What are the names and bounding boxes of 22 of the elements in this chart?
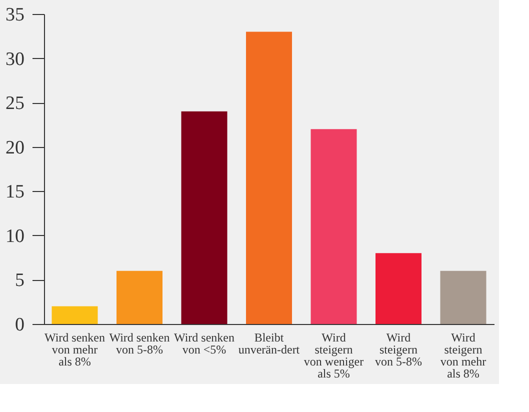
bar: [375, 253, 422, 324]
y-tick-label: 10: [6, 226, 24, 247]
y-tick-label: 15: [6, 182, 24, 203]
x-tick-label: Wird senken von <5%: [174, 330, 234, 356]
x-tick-label: Bleibt unverän-dert: [238, 330, 300, 356]
y-tick-label: 5: [15, 270, 24, 292]
x-tick-label: Wird steigern von mehr als 8%: [440, 330, 486, 380]
y-tick-label: 25: [6, 93, 24, 114]
x-tick-label: Wird senken von 5-8%: [109, 330, 170, 356]
bar: [440, 270, 486, 324]
y-tick-label: 30: [6, 48, 24, 70]
y-tick-label: 20: [6, 137, 24, 158]
bar: [310, 129, 357, 324]
x-tick-label: Wird steigern von weniger als 5%: [304, 330, 364, 380]
bar: [246, 32, 292, 324]
x-tick-label: Wird steigern von 5-8%: [374, 330, 422, 368]
y-tick-label: 0: [15, 314, 24, 336]
bar: [181, 111, 228, 324]
bar: [52, 306, 98, 324]
x-tick-label: Wird senken von mehr als 8%: [44, 330, 106, 368]
bar: [116, 270, 163, 324]
y-tick-label: 35: [6, 4, 24, 26]
